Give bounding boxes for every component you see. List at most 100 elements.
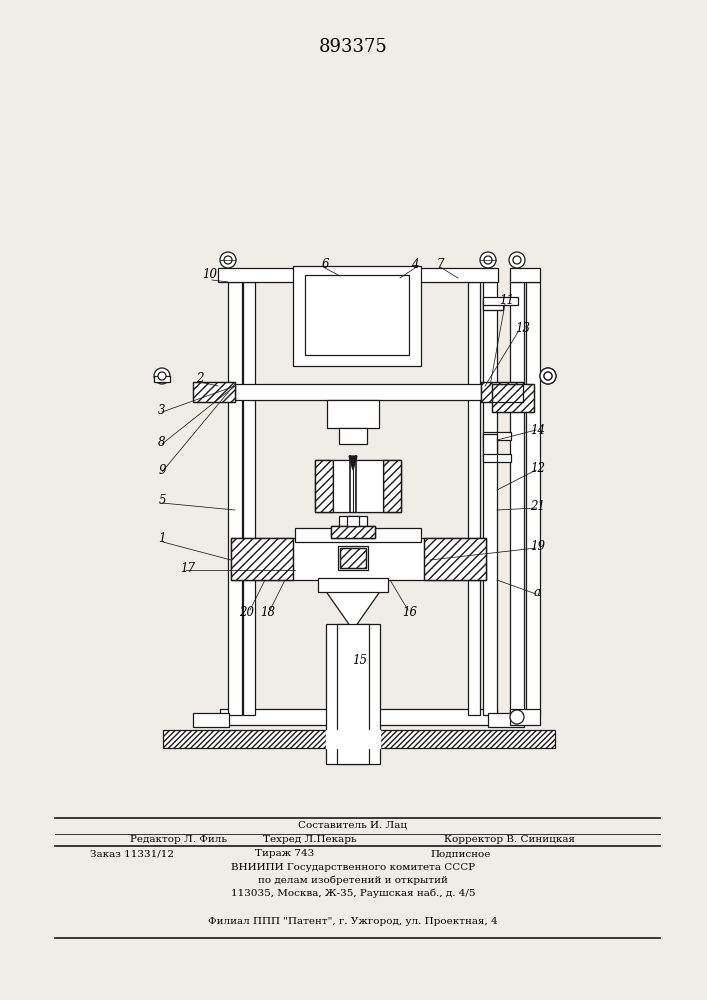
Bar: [220, 709, 497, 725]
Bar: [193, 713, 229, 727]
Text: 21: 21: [530, 499, 546, 512]
Bar: [481, 382, 523, 402]
Text: 20: 20: [240, 605, 255, 618]
Bar: [295, 528, 421, 542]
Bar: [231, 538, 486, 580]
Bar: [483, 282, 497, 715]
Text: по делам изобретений и открытий: по делам изобретений и открытий: [258, 875, 448, 885]
Circle shape: [224, 256, 232, 264]
Bar: [235, 384, 481, 400]
Text: 5: 5: [158, 493, 165, 506]
Circle shape: [510, 710, 524, 724]
Bar: [231, 538, 293, 580]
Text: 17: 17: [180, 562, 196, 574]
Circle shape: [154, 368, 170, 384]
Text: 18: 18: [260, 605, 276, 618]
Bar: [483, 454, 511, 462]
Text: 3: 3: [158, 403, 165, 416]
Circle shape: [484, 256, 492, 264]
Bar: [163, 730, 555, 748]
Bar: [483, 297, 518, 305]
Bar: [315, 460, 333, 512]
Text: 16: 16: [402, 605, 418, 618]
Bar: [481, 382, 523, 402]
Text: 9: 9: [158, 464, 165, 477]
Circle shape: [544, 372, 552, 380]
Text: Тираж 743: Тираж 743: [255, 850, 314, 858]
Text: 13: 13: [515, 322, 530, 334]
Circle shape: [540, 368, 556, 384]
Text: Редактор Л. Филь: Редактор Л. Филь: [130, 836, 227, 844]
Text: 15: 15: [353, 654, 368, 666]
Bar: [333, 460, 383, 512]
Text: 10: 10: [202, 268, 218, 282]
Circle shape: [513, 256, 521, 264]
Circle shape: [544, 372, 552, 380]
Circle shape: [540, 368, 556, 384]
Text: 14: 14: [530, 424, 546, 436]
Text: 1: 1: [158, 532, 165, 544]
Text: 893375: 893375: [319, 38, 387, 56]
Bar: [383, 460, 401, 512]
Text: 6: 6: [321, 257, 329, 270]
Bar: [331, 526, 375, 538]
Text: 8: 8: [158, 436, 165, 448]
Text: Составитель И. Лац: Составитель И. Лац: [298, 820, 407, 830]
Bar: [339, 516, 367, 526]
Bar: [218, 268, 498, 282]
Text: 7: 7: [436, 257, 444, 270]
Bar: [243, 282, 255, 715]
Bar: [340, 548, 366, 568]
Text: 113035, Москва, Ж-35, Раушская наб., д. 4/5: 113035, Москва, Ж-35, Раушская наб., д. …: [230, 888, 475, 898]
Text: 11: 11: [500, 294, 515, 306]
Circle shape: [158, 372, 166, 380]
Bar: [347, 516, 359, 526]
Bar: [231, 538, 293, 580]
Bar: [331, 526, 375, 538]
Circle shape: [220, 252, 236, 268]
Text: Корректор В. Синицкая: Корректор В. Синицкая: [445, 836, 575, 844]
Circle shape: [509, 252, 525, 268]
Bar: [326, 624, 380, 764]
Text: Подписное: Подписное: [430, 850, 491, 858]
Bar: [193, 382, 235, 402]
Polygon shape: [318, 580, 388, 630]
Bar: [340, 548, 366, 568]
Bar: [468, 282, 480, 715]
Bar: [305, 275, 409, 355]
Bar: [492, 384, 534, 412]
Bar: [424, 538, 486, 580]
Text: Филиал ППП "Патент", г. Ужгород, ул. Проектная, 4: Филиал ППП "Патент", г. Ужгород, ул. Про…: [208, 918, 498, 926]
Text: a: a: [534, 585, 540, 598]
Text: 19: 19: [530, 540, 546, 552]
Text: Заказ 11331/12: Заказ 11331/12: [90, 850, 174, 858]
Bar: [338, 546, 368, 570]
Bar: [526, 282, 540, 715]
Bar: [327, 400, 379, 428]
Bar: [424, 538, 486, 580]
Bar: [492, 384, 534, 412]
Circle shape: [480, 252, 496, 268]
Bar: [228, 282, 242, 715]
Bar: [193, 382, 235, 402]
Bar: [154, 376, 170, 382]
Text: 12: 12: [530, 462, 546, 475]
Polygon shape: [349, 456, 357, 470]
Bar: [383, 460, 401, 512]
Bar: [483, 432, 511, 440]
Bar: [337, 624, 369, 764]
Bar: [315, 460, 333, 512]
Bar: [331, 526, 375, 538]
Bar: [293, 266, 421, 366]
Text: Техред Л.Пекарь: Техред Л.Пекарь: [263, 836, 357, 844]
Bar: [315, 460, 401, 512]
Bar: [483, 434, 497, 456]
Bar: [339, 428, 367, 444]
Bar: [318, 578, 388, 592]
Text: ВНИИПИ Государственного комитета СССР: ВНИИПИ Государственного комитета СССР: [231, 862, 475, 871]
Bar: [510, 268, 540, 282]
Bar: [326, 730, 380, 748]
Bar: [510, 282, 524, 715]
Bar: [483, 300, 503, 310]
Text: 4: 4: [411, 257, 419, 270]
